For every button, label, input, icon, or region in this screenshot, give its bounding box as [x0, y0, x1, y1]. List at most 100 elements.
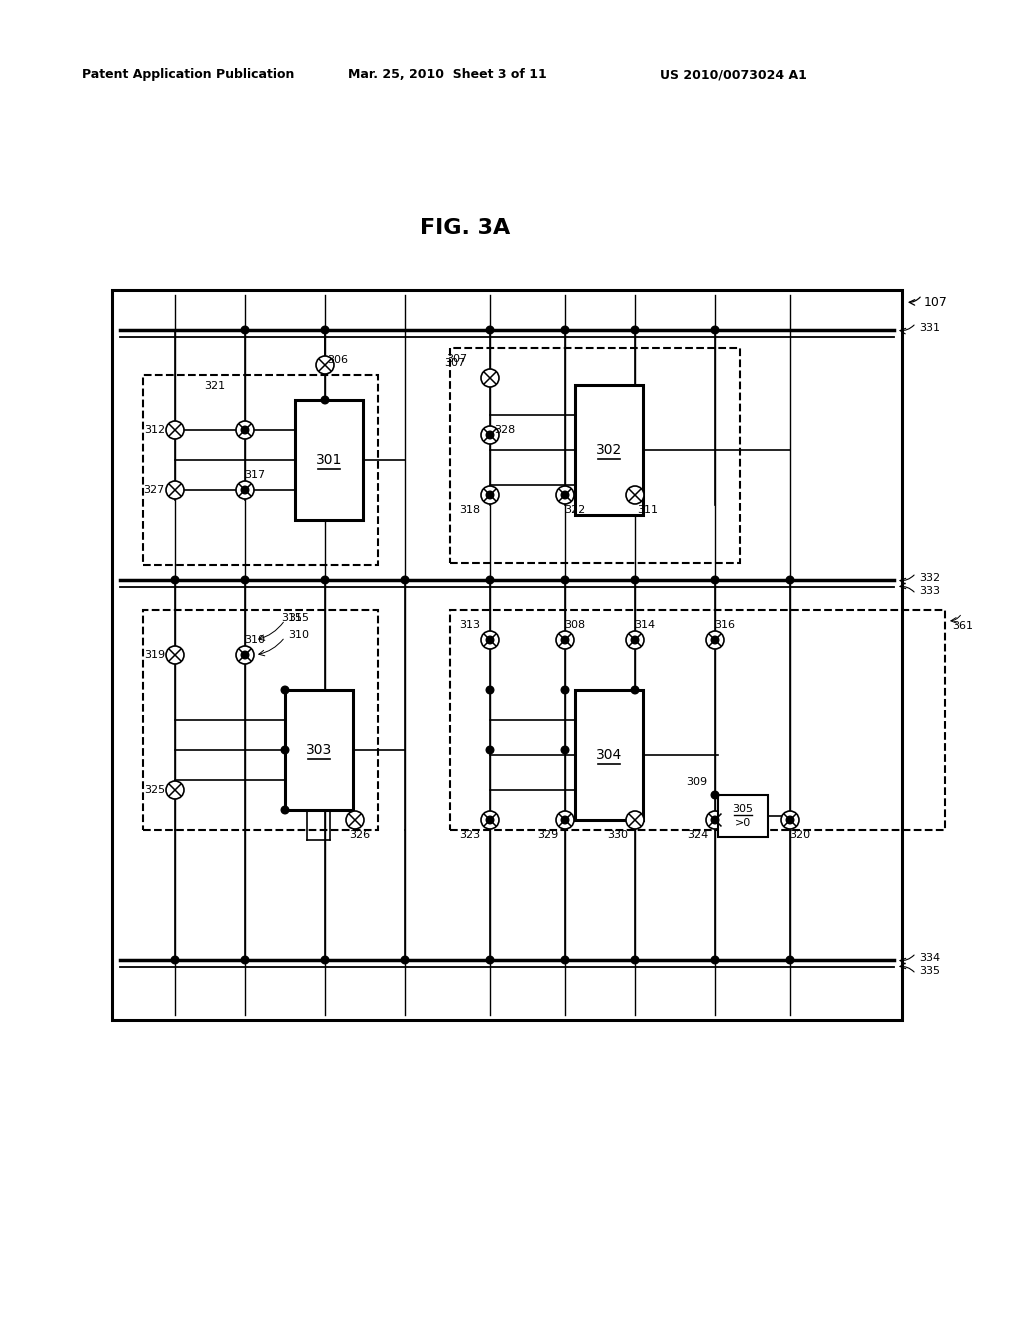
- Circle shape: [401, 956, 409, 964]
- Text: 331: 331: [919, 323, 940, 333]
- Text: 107: 107: [924, 296, 948, 309]
- Text: 316: 316: [715, 620, 735, 630]
- Text: 315: 315: [288, 612, 309, 623]
- Text: 321: 321: [205, 381, 225, 391]
- Circle shape: [242, 486, 249, 494]
- Text: 310: 310: [245, 635, 265, 645]
- Circle shape: [786, 956, 794, 964]
- Text: 306: 306: [328, 355, 348, 366]
- Circle shape: [322, 396, 329, 404]
- Circle shape: [706, 631, 724, 649]
- Circle shape: [556, 486, 574, 504]
- Circle shape: [631, 686, 639, 694]
- Circle shape: [481, 370, 499, 387]
- Circle shape: [486, 956, 494, 964]
- Circle shape: [561, 636, 568, 644]
- Bar: [575, 690, 643, 820]
- Circle shape: [166, 645, 184, 664]
- Circle shape: [561, 491, 568, 499]
- Circle shape: [786, 577, 794, 583]
- Circle shape: [481, 486, 499, 504]
- Circle shape: [561, 746, 568, 754]
- Text: Mar. 25, 2010  Sheet 3 of 11: Mar. 25, 2010 Sheet 3 of 11: [348, 69, 547, 81]
- Text: 309: 309: [686, 777, 708, 787]
- Bar: [575, 385, 643, 515]
- Circle shape: [486, 816, 494, 824]
- Circle shape: [316, 356, 334, 374]
- Circle shape: [401, 577, 409, 583]
- Bar: [143, 375, 378, 565]
- Circle shape: [486, 491, 494, 499]
- Text: 305: 305: [732, 804, 754, 814]
- Circle shape: [242, 326, 249, 334]
- Text: 326: 326: [349, 830, 371, 840]
- Text: FIG. 3A: FIG. 3A: [420, 218, 510, 238]
- Text: 310: 310: [288, 630, 309, 640]
- Circle shape: [242, 577, 249, 583]
- Circle shape: [486, 746, 494, 754]
- Circle shape: [242, 651, 249, 659]
- Circle shape: [282, 746, 289, 754]
- Text: 325: 325: [144, 785, 166, 795]
- Circle shape: [561, 577, 568, 583]
- Text: 318: 318: [460, 506, 480, 515]
- Text: 361: 361: [952, 620, 973, 631]
- Text: 332: 332: [919, 573, 940, 583]
- Circle shape: [481, 631, 499, 649]
- Bar: [450, 610, 945, 830]
- Circle shape: [626, 486, 644, 504]
- Circle shape: [486, 432, 494, 438]
- Circle shape: [481, 426, 499, 444]
- Circle shape: [712, 791, 719, 799]
- Text: 313: 313: [460, 620, 480, 630]
- Bar: [450, 348, 740, 564]
- Circle shape: [236, 480, 254, 499]
- Circle shape: [631, 636, 639, 644]
- Text: 330: 330: [607, 830, 629, 840]
- Text: 315: 315: [282, 612, 302, 623]
- Circle shape: [171, 577, 179, 583]
- Text: 328: 328: [495, 425, 516, 436]
- Circle shape: [346, 810, 364, 829]
- Circle shape: [486, 636, 494, 644]
- Circle shape: [631, 326, 639, 334]
- Text: 303: 303: [306, 743, 332, 756]
- Text: 319: 319: [144, 649, 166, 660]
- Text: 301: 301: [315, 453, 342, 467]
- Circle shape: [561, 686, 568, 694]
- Bar: [718, 795, 768, 837]
- Text: 329: 329: [538, 830, 559, 840]
- Circle shape: [626, 631, 644, 649]
- Circle shape: [712, 577, 719, 583]
- Circle shape: [561, 816, 568, 824]
- Circle shape: [322, 326, 329, 334]
- Circle shape: [166, 421, 184, 440]
- Text: 322: 322: [564, 506, 586, 515]
- Circle shape: [631, 956, 639, 964]
- Text: 308: 308: [564, 620, 586, 630]
- Text: 302: 302: [596, 444, 623, 457]
- Circle shape: [631, 577, 639, 583]
- Circle shape: [712, 816, 719, 824]
- Bar: [295, 400, 362, 520]
- Text: 307: 307: [444, 358, 466, 368]
- Text: 304: 304: [596, 748, 623, 762]
- Circle shape: [242, 956, 249, 964]
- Text: 333: 333: [919, 586, 940, 597]
- Text: 327: 327: [143, 484, 165, 495]
- Text: 307: 307: [446, 354, 468, 364]
- Bar: [143, 610, 378, 830]
- Circle shape: [236, 421, 254, 440]
- Circle shape: [282, 686, 289, 694]
- Circle shape: [561, 326, 568, 334]
- Circle shape: [712, 326, 719, 334]
- Text: 324: 324: [687, 830, 709, 840]
- Text: 314: 314: [635, 620, 655, 630]
- Circle shape: [171, 956, 179, 964]
- Circle shape: [236, 645, 254, 664]
- Text: 317: 317: [245, 470, 265, 480]
- Circle shape: [556, 631, 574, 649]
- Circle shape: [486, 577, 494, 583]
- Circle shape: [781, 810, 799, 829]
- Circle shape: [712, 956, 719, 964]
